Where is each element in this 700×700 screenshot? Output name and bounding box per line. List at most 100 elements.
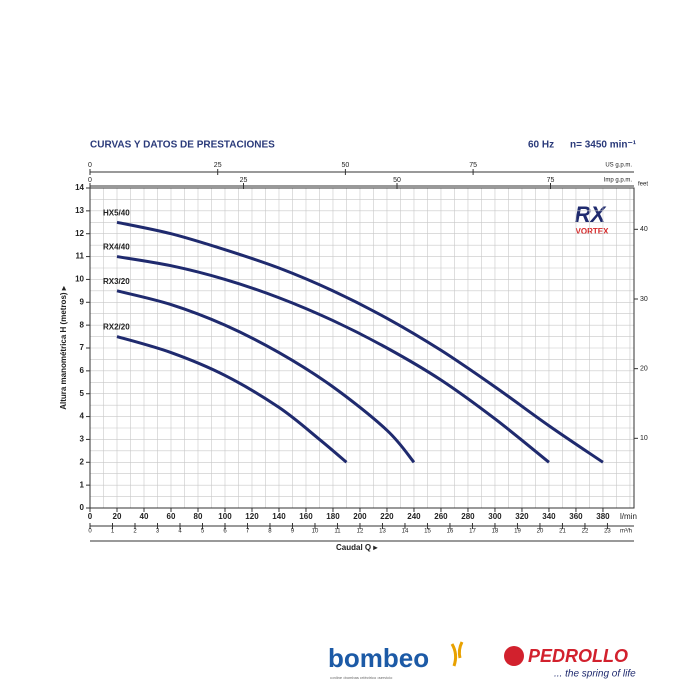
badge-main: RX xyxy=(575,202,607,227)
y-tick-label: 7 xyxy=(80,343,85,352)
x-unit: l/min xyxy=(620,512,637,521)
bombeo-logo: bombeo xyxy=(328,643,429,673)
m3h_axis-tick-label: 10 xyxy=(312,529,319,535)
m3h_axis-tick-label: 13 xyxy=(379,529,386,535)
series-label: RX3/20 xyxy=(103,277,130,286)
curve xyxy=(116,335,348,464)
x-tick-label: 200 xyxy=(353,512,367,521)
pedrollo-tagline: ... the spring of life xyxy=(554,669,636,680)
curve xyxy=(116,255,550,464)
us_gpm_axis-label: US g.p.m. xyxy=(605,163,632,169)
y-tick-label: 2 xyxy=(80,457,85,466)
m3h_axis-label: m³/h xyxy=(620,529,632,535)
y-axis-label: Altura manométrica H (metros) ▸ xyxy=(59,285,68,410)
badge-sub: VORTEX xyxy=(576,227,610,236)
curve xyxy=(116,289,416,464)
speed: n= 3450 min⁻¹ xyxy=(570,140,637,151)
imp_gpm_axis-tick-label: 25 xyxy=(240,177,248,184)
y-tick-label: 4 xyxy=(80,412,85,421)
m3h_axis-tick-label: 19 xyxy=(514,529,521,535)
x-tick-label: 300 xyxy=(488,512,502,521)
pedrollo-mark xyxy=(504,646,524,666)
x-tick-label: 240 xyxy=(407,512,421,521)
m3h_axis-tick-label: 16 xyxy=(447,529,454,535)
y-tick-label: 12 xyxy=(75,229,84,238)
chart-title: CURVAS Y DATOS DE PRESTACIONES xyxy=(90,140,275,151)
imp_gpm_axis-tick-label: 0 xyxy=(88,177,92,184)
x-tick-label: 340 xyxy=(542,512,556,521)
feet-tick-label: 30 xyxy=(640,296,648,303)
x-tick-label: 20 xyxy=(113,512,122,521)
x-tick-label: 360 xyxy=(569,512,583,521)
bombeo-tagline: •online •bombas •eléctrico •servicio xyxy=(330,675,393,680)
imp_gpm_axis-tick-label: 50 xyxy=(393,177,401,184)
bombeo-mark xyxy=(450,641,464,667)
y-tick-label: 8 xyxy=(80,320,85,329)
y-tick-label: 11 xyxy=(76,252,85,261)
m3h_axis-tick-label: 20 xyxy=(537,529,544,535)
series-label: HX5/40 xyxy=(103,208,130,217)
m3h_axis-tick-label: 14 xyxy=(402,529,409,535)
x-tick-label: 60 xyxy=(167,512,176,521)
m3h_axis-tick-label: 15 xyxy=(424,529,431,535)
m3h_axis-tick-label: 23 xyxy=(604,529,611,535)
m3h_axis-tick-label: 22 xyxy=(582,529,589,535)
us_gpm_axis-tick-label: 25 xyxy=(214,162,222,169)
m3h_axis-tick-label: 7 xyxy=(246,529,250,535)
y-tick-label: 14 xyxy=(75,183,84,192)
x-tick-label: 160 xyxy=(299,512,313,521)
m3h_axis-tick-label: 17 xyxy=(469,529,476,535)
x-tick-label: 80 xyxy=(194,512,203,521)
us_gpm_axis-tick-label: 75 xyxy=(469,162,477,169)
y-tick-label: 13 xyxy=(75,206,84,215)
us_gpm_axis-tick-label: 50 xyxy=(342,162,350,169)
series-label: RX4/40 xyxy=(103,243,130,252)
y-tick-label: 0 xyxy=(80,503,85,512)
m3h_axis-tick-label: 5 xyxy=(201,529,205,535)
m3h_axis-tick-label: 1 xyxy=(111,529,115,535)
feet-label: feet xyxy=(638,182,648,188)
y-tick-label: 3 xyxy=(80,435,85,444)
y-tick-label: 10 xyxy=(75,275,84,284)
y-tick-label: 6 xyxy=(80,366,85,375)
feet-tick-label: 20 xyxy=(640,366,648,373)
pedrollo-logo: PEDROLLO xyxy=(528,646,628,666)
frequency: 60 Hz xyxy=(528,140,554,151)
x-tick-label: 140 xyxy=(272,512,286,521)
x-tick-label: 40 xyxy=(140,512,149,521)
m3h_axis-tick-label: 11 xyxy=(334,529,341,535)
x-tick-label: 100 xyxy=(218,512,232,521)
m3h_axis-tick-label: 6 xyxy=(223,529,227,535)
imp_gpm_axis-tick-label: 75 xyxy=(547,177,555,184)
m3h_axis-tick-label: 0 xyxy=(88,529,92,535)
m3h_axis-tick-label: 2 xyxy=(133,529,137,535)
us_gpm_axis-tick-label: 0 xyxy=(88,162,92,169)
x-tick-label: 380 xyxy=(596,512,610,521)
y-tick-label: 9 xyxy=(80,297,85,306)
m3h_axis-tick-label: 3 xyxy=(156,529,160,535)
imp_gpm_axis-label: Imp g.p.m. xyxy=(604,178,633,184)
x-tick-label: 180 xyxy=(326,512,340,521)
badge: RX VORTEX xyxy=(575,202,609,236)
y-tick-label: 1 xyxy=(80,480,85,489)
m3h_axis-tick-label: 4 xyxy=(178,529,182,535)
x-tick-label: 260 xyxy=(434,512,448,521)
y-tick-label: 5 xyxy=(80,389,85,398)
feet-tick-label: 10 xyxy=(640,435,648,442)
feet-tick-label: 40 xyxy=(640,226,648,233)
curve xyxy=(116,220,604,464)
m3h_axis-tick-label: 9 xyxy=(291,529,295,535)
x-tick-label: 0 xyxy=(88,512,93,521)
m3h_axis-tick-label: 12 xyxy=(357,529,364,535)
x-tick-label: 120 xyxy=(245,512,259,521)
m3h_axis-tick-label: 8 xyxy=(268,529,272,535)
series-label: RX2/20 xyxy=(103,323,130,332)
logos: bombeo •online •bombas •eléctrico •servi… xyxy=(328,641,636,680)
x-tick-label: 320 xyxy=(515,512,529,521)
x-axis-label: Caudal Q ▸ xyxy=(336,543,378,552)
x-tick-label: 280 xyxy=(461,512,475,521)
m3h_axis-tick-label: 18 xyxy=(492,529,499,535)
m3h_axis-tick-label: 21 xyxy=(559,529,566,535)
x-tick-label: 220 xyxy=(380,512,394,521)
